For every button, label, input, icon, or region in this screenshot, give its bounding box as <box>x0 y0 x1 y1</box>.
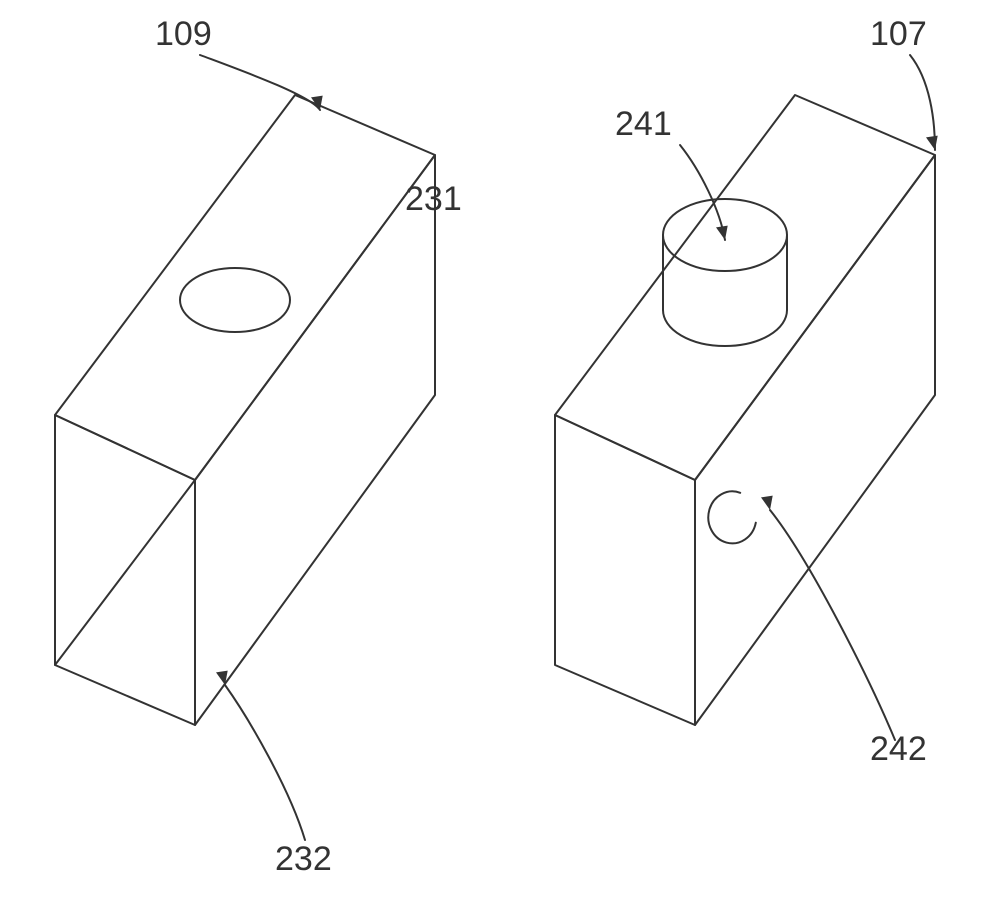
right-block-right-face <box>695 155 935 725</box>
left-block-front-face <box>55 415 195 725</box>
right-block-side-hole <box>708 491 755 543</box>
right-block-front-face <box>555 415 695 725</box>
left-block-front-diagonal <box>55 480 195 665</box>
leader-242 <box>770 510 895 740</box>
arrowhead-242 <box>761 496 773 510</box>
leader-107 <box>910 55 935 150</box>
arrowhead-241 <box>716 226 728 240</box>
label-4: 241 <box>615 105 672 143</box>
left-block-right-face <box>195 155 435 725</box>
right-block-top-face <box>555 95 935 480</box>
leader-241 <box>680 145 725 240</box>
leader-232 <box>225 685 305 840</box>
label-2: 232 <box>275 840 332 878</box>
label-1: 231 <box>405 180 462 218</box>
left-block-top-hole <box>180 268 290 332</box>
label-5: 242 <box>870 730 927 768</box>
leader-109 <box>200 55 320 110</box>
label-3: 107 <box>870 15 927 53</box>
left-block-top-face <box>55 95 435 480</box>
cylinder-bottom-arc <box>663 310 787 346</box>
label-0: 109 <box>155 15 212 53</box>
